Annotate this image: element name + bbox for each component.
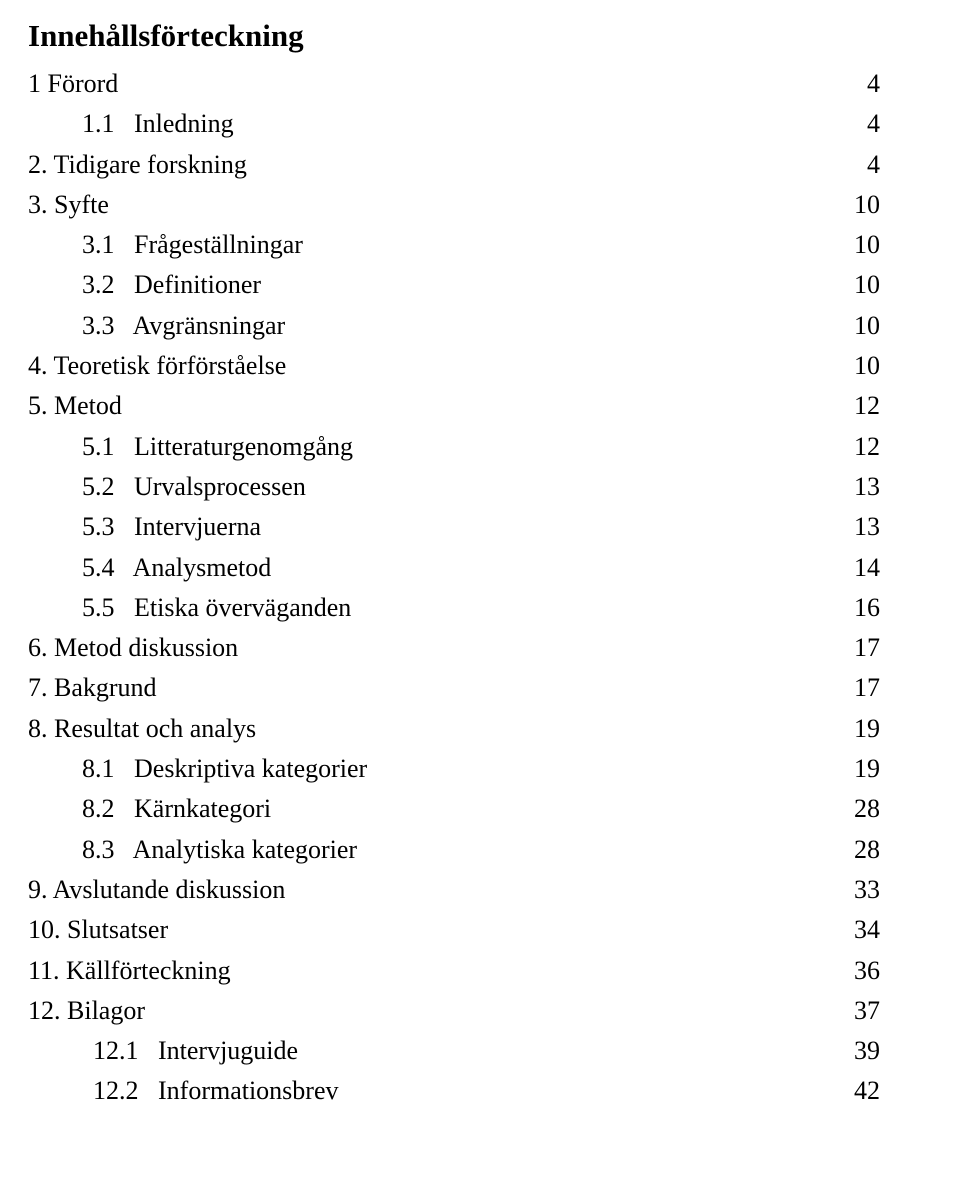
toc-entry-page: 4	[867, 104, 880, 144]
toc-entry-label: 5.1 Litteraturgenomgång	[28, 427, 353, 467]
toc-entry-page: 19	[854, 749, 880, 789]
toc-list: 1 Förord41.1 Inledning42. Tidigare forsk…	[28, 64, 880, 1112]
toc-entry-page: 33	[854, 870, 880, 910]
toc-entry-label: 5. Metod	[28, 386, 122, 426]
toc-entry-label: 12.2 Informationsbrev	[28, 1071, 339, 1111]
toc-entry-label: 1 Förord	[28, 64, 118, 104]
toc-entry-page: 10	[854, 306, 880, 346]
toc-entry-page: 13	[854, 467, 880, 507]
toc-entry: 5.1 Litteraturgenomgång 12	[28, 427, 880, 467]
toc-entry-label: 8.1 Deskriptiva kategorier	[28, 749, 367, 789]
toc-entry-label: 3.1 Frågeställningar	[28, 225, 303, 265]
toc-entry-label: 3.2 Definitioner	[28, 265, 261, 305]
toc-entry-label: 6. Metod diskussion	[28, 628, 238, 668]
toc-entry-page: 28	[854, 830, 880, 870]
toc-entry-label: 5.4 Analysmetod	[28, 548, 271, 588]
toc-entry-page: 10	[854, 185, 880, 225]
toc-entry: 8.1 Deskriptiva kategorier 19	[28, 749, 880, 789]
toc-entry-page: 12	[854, 386, 880, 426]
toc-entry-label: 5.3 Intervjuerna	[28, 507, 261, 547]
toc-entry-page: 17	[854, 628, 880, 668]
toc-entry: 3. Syfte 10	[28, 185, 880, 225]
toc-entry-page: 19	[854, 709, 880, 749]
toc-entry-page: 13	[854, 507, 880, 547]
toc-entry-label: 5.5 Etiska överväganden	[28, 588, 351, 628]
toc-entry: 12.2 Informationsbrev 42	[28, 1071, 880, 1111]
toc-entry-label: 11. Källförteckning	[28, 951, 231, 991]
toc-entry-label: 2. Tidigare forskning	[28, 145, 247, 185]
toc-entry-label: 4. Teoretisk förförståelse	[28, 346, 286, 386]
toc-entry-label: 8. Resultat och analys	[28, 709, 256, 749]
toc-entry: 8.2 Kärnkategori 28	[28, 789, 880, 829]
toc-entry-label: 9. Avslutande diskussion	[28, 870, 285, 910]
toc-entry-label: 8.2 Kärnkategori	[28, 789, 271, 829]
toc-entry-label: 5.2 Urvalsprocessen	[28, 467, 306, 507]
toc-entry: 1 Förord 4	[28, 64, 880, 104]
toc-entry: 5.2 Urvalsprocessen 13	[28, 467, 880, 507]
toc-entry-page: 10	[854, 265, 880, 305]
toc-entry-page: 4	[867, 145, 880, 185]
toc-entry-page: 37	[854, 991, 880, 1031]
toc-entry-page: 10	[854, 346, 880, 386]
toc-entry: 8. Resultat och analys 19	[28, 709, 880, 749]
toc-entry: 3.2 Definitioner 10	[28, 265, 880, 305]
toc-entry-page: 4	[867, 64, 880, 104]
toc-entry: 1.1 Inledning 4	[28, 104, 880, 144]
toc-entry: 10. Slutsatser 34	[28, 910, 880, 950]
toc-entry-label: 1.1 Inledning	[28, 104, 234, 144]
toc-entry-page: 14	[854, 548, 880, 588]
toc-entry-page: 16	[854, 588, 880, 628]
toc-entry-page: 10	[854, 225, 880, 265]
toc-entry: 3.1 Frågeställningar 10	[28, 225, 880, 265]
toc-entry: 11. Källförteckning 36	[28, 951, 880, 991]
toc-entry: 12.1 Intervjuguide 39	[28, 1031, 880, 1071]
toc-entry: 3.3 Avgränsningar 10	[28, 306, 880, 346]
toc-entry-page: 12	[854, 427, 880, 467]
toc-entry-page: 28	[854, 789, 880, 829]
toc-entry: 12. Bilagor 37	[28, 991, 880, 1031]
toc-entry: 5.4 Analysmetod 14	[28, 548, 880, 588]
toc-entry-label: 3. Syfte	[28, 185, 109, 225]
toc-entry-page: 39	[854, 1031, 880, 1071]
toc-entry-label: 7. Bakgrund	[28, 668, 157, 708]
toc-entry: 6. Metod diskussion 17	[28, 628, 880, 668]
toc-entry: 7. Bakgrund 17	[28, 668, 880, 708]
toc-entry-page: 34	[854, 910, 880, 950]
toc-entry-page: 42	[854, 1071, 880, 1111]
toc-entry-label: 8.3 Analytiska kategorier	[28, 830, 357, 870]
toc-entry-label: 12. Bilagor	[28, 991, 145, 1031]
toc-entry-page: 17	[854, 668, 880, 708]
toc-title: Innehållsförteckning	[28, 18, 880, 54]
toc-entry-label: 12.1 Intervjuguide	[28, 1031, 298, 1071]
toc-entry: 2. Tidigare forskning 4	[28, 145, 880, 185]
toc-entry: 4. Teoretisk förförståelse 10	[28, 346, 880, 386]
toc-entry-page: 36	[854, 951, 880, 991]
toc-entry: 9. Avslutande diskussion 33	[28, 870, 880, 910]
toc-entry: 8.3 Analytiska kategorier 28	[28, 830, 880, 870]
toc-entry: 5. Metod 12	[28, 386, 880, 426]
toc-entry-label: 3.3 Avgränsningar	[28, 306, 285, 346]
toc-entry: 5.3 Intervjuerna 13	[28, 507, 880, 547]
toc-entry-label: 10. Slutsatser	[28, 910, 168, 950]
toc-entry: 5.5 Etiska överväganden 16	[28, 588, 880, 628]
